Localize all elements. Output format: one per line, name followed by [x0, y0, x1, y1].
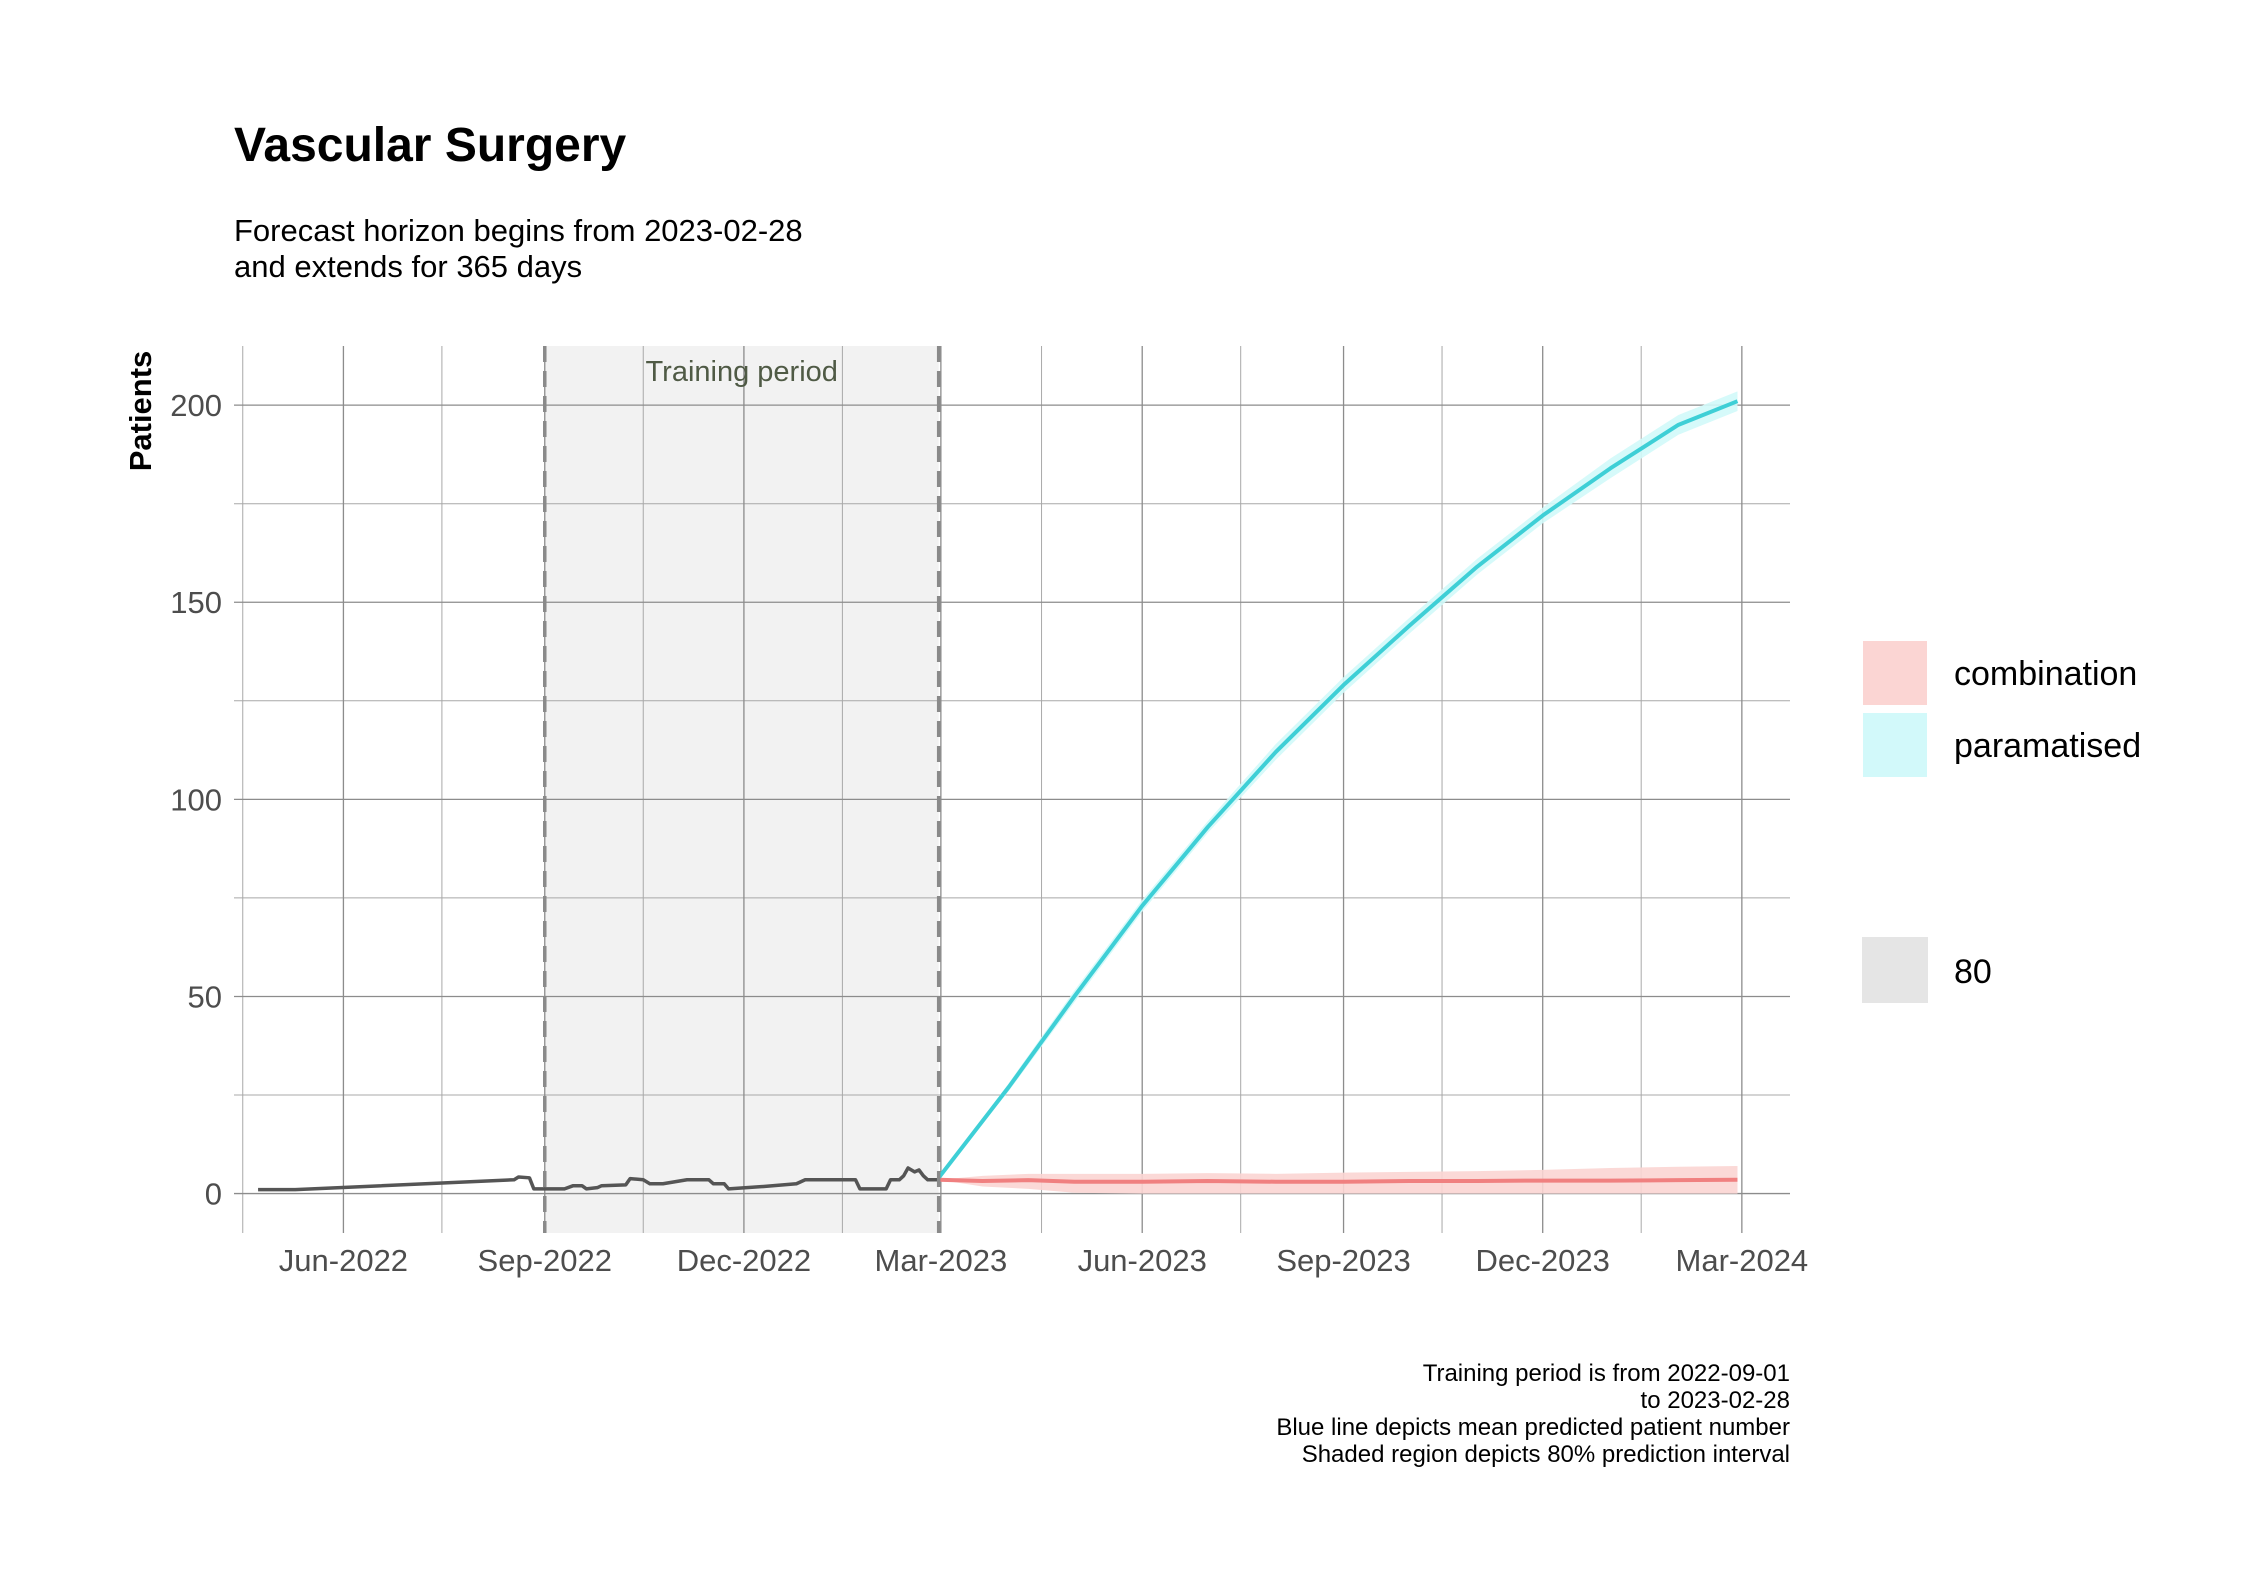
caption-line-3: Blue line depicts mean predicted patient… — [1276, 1414, 1790, 1441]
legend-swatch-paramatised — [1861, 711, 1929, 779]
major-gridlines — [234, 346, 1790, 1233]
legend-item-combination: combination — [1861, 639, 2137, 707]
legend: combination paramatised 80 — [1861, 639, 2141, 1003]
minor-gridlines — [234, 346, 1790, 1233]
y-tick-label: 150 — [170, 585, 222, 620]
training-period-region — [544, 346, 939, 1233]
x-tick-label: Mar-2023 — [875, 1243, 1008, 1278]
chart-subtitle-line-1: Forecast horizon begins from 2023-02-28 — [234, 213, 803, 248]
mean-line-paramatised — [937, 399, 1739, 1180]
x-tick-label: Sep-2023 — [1276, 1243, 1410, 1278]
legend-item-paramatised: paramatised — [1861, 711, 2141, 779]
caption: Training period is from 2022-09-01 to 20… — [1276, 1360, 1790, 1468]
legend-swatch-interval — [1862, 937, 1928, 1003]
x-tick-label: Sep-2022 — [478, 1243, 612, 1278]
x-tick-label: Jun-2022 — [279, 1243, 408, 1278]
training-period-shade — [544, 346, 939, 1233]
x-axis-ticks: Jun-2022 Sep-2022 Dec-2022 Mar-2023 Jun-2023… — [279, 1243, 1808, 1278]
observed-line — [258, 1166, 939, 1192]
y-axis-ticks: 0 50 100 150 200 — [170, 388, 222, 1211]
legend-item-interval: 80 — [1862, 937, 1992, 1003]
caption-line-1: Training period is from 2022-09-01 — [1423, 1360, 1790, 1387]
legend-label-paramatised: paramatised — [1954, 727, 2141, 765]
caption-line-2: to 2023-02-28 — [1641, 1387, 1790, 1414]
series-lines — [258, 399, 1739, 1192]
y-axis-label: Patients — [123, 351, 158, 472]
prediction-intervals — [938, 391, 1738, 1194]
training-period-label: Training period — [646, 356, 838, 388]
chart-subtitle-line-2: and extends for 365 days — [234, 249, 582, 284]
x-tick-label: Mar-2024 — [1676, 1243, 1809, 1278]
chart-title: Vascular Surgery — [234, 119, 627, 172]
caption-line-4: Shaded region depicts 80% prediction int… — [1302, 1441, 1790, 1468]
legend-label-combination: combination — [1954, 655, 2137, 693]
y-tick-label: 50 — [188, 979, 222, 1014]
mean-line-combination — [938, 1177, 1738, 1184]
y-tick-label: 0 — [205, 1177, 222, 1212]
legend-label-interval: 80 — [1954, 953, 1992, 991]
x-tick-label: Dec-2023 — [1475, 1243, 1609, 1278]
y-tick-label: 100 — [170, 782, 222, 817]
x-tick-label: Dec-2022 — [677, 1243, 811, 1278]
training-boundaries — [543, 346, 941, 1233]
legend-swatch-combination — [1861, 639, 1929, 707]
x-tick-label: Jun-2023 — [1078, 1243, 1207, 1278]
plot-panel: Training period — [234, 346, 1790, 1233]
interval-ribbon-paramatised — [938, 391, 1738, 1178]
y-tick-label: 200 — [170, 388, 222, 423]
